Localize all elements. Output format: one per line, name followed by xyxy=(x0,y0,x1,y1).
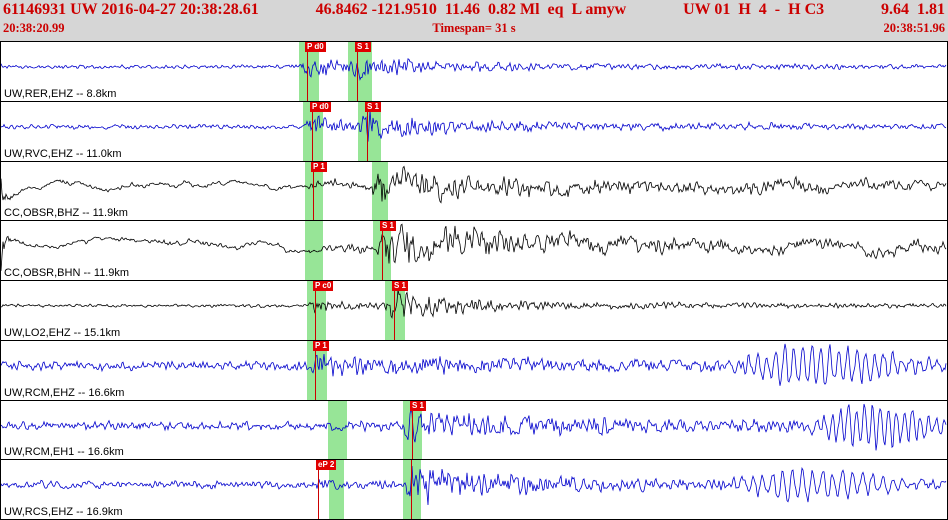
waveform xyxy=(1,165,947,204)
trace-panel-lo2-ehz[interactable]: UW,LO2,EHZ -- 15.1km P c0 S 1 xyxy=(1,281,947,341)
waveform xyxy=(1,403,947,450)
trace-panel-rcs-ehz[interactable]: UW,RCS,EHZ -- 16.9km eP 2 xyxy=(1,460,947,519)
pick-time-line xyxy=(318,460,319,519)
trace-panel-obsr-bhn[interactable]: CC,OBSR,BHN -- 11.9km S 1 xyxy=(1,221,947,281)
phase-pick-flag[interactable]: P d0 xyxy=(305,42,326,52)
trace-panel-rvc-ehz[interactable]: UW,RVC,EHZ -- 11.0km P d0 S 1 xyxy=(1,101,947,162)
hypocenter-magnitude: 46.8462 -121.9510 11.46 0.82 Ml eq L amy… xyxy=(315,1,627,18)
trace-label: CC,OBSR,BHN -- 11.9km xyxy=(4,267,130,279)
pick-time-line xyxy=(357,42,358,101)
waveform xyxy=(1,289,947,319)
trace-panel-rcm-eh1[interactable]: UW,RCM,EH1 -- 16.6km S 1 xyxy=(1,400,947,461)
window-end-time: 20:38:51.96 xyxy=(883,21,945,35)
time-axis-line: 20:38:20.99 Timespan= 31 s 20:38:51.96 xyxy=(0,19,948,36)
phase-pick-flag[interactable]: S 1 xyxy=(392,281,409,291)
pick-uncertainty-window[interactable] xyxy=(403,460,421,519)
trace-label: UW,RCM,EH1 -- 16.6km xyxy=(4,446,124,459)
quality-values: 9.64 1.81 xyxy=(881,1,945,18)
source-flags: UW 01 H 4 - H C3 xyxy=(683,1,825,18)
phase-pick-flag[interactable]: eP 2 xyxy=(316,460,337,471)
waveform xyxy=(1,58,947,81)
trace-label: UW,LO2,EHZ -- 15.1km xyxy=(4,326,121,339)
trace-label: UW,RCS,EHZ -- 16.9km xyxy=(4,506,123,518)
phase-pick-flag[interactable]: P 1 xyxy=(311,161,327,172)
pick-time-line xyxy=(315,281,316,340)
pick-uncertainty-window[interactable] xyxy=(299,42,319,101)
trace-label: UW,RER,EHZ -- 8.8km xyxy=(4,87,117,100)
phase-pick-flag[interactable]: S 1 xyxy=(410,400,427,411)
waveform xyxy=(1,109,947,142)
pick-uncertainty-window[interactable] xyxy=(358,101,381,161)
pick-time-line xyxy=(312,101,313,161)
phase-pick-flag[interactable]: S 1 xyxy=(355,42,372,52)
trace-label: CC,OBSR,BHZ -- 11.9km xyxy=(4,207,128,220)
pick-time-line xyxy=(315,340,316,400)
pick-time-line xyxy=(382,221,383,280)
pick-uncertainty-window[interactable] xyxy=(372,161,388,221)
phase-pick-flag[interactable]: S 1 xyxy=(380,221,397,232)
pick-uncertainty-window[interactable] xyxy=(307,340,327,400)
trace-label: UW,RCM,EHZ -- 16.6km xyxy=(4,386,125,399)
pick-time-line xyxy=(313,161,314,221)
timespan-label: Timespan= 31 s xyxy=(432,21,516,35)
trace-panel-obsr-bhz[interactable]: CC,OBSR,BHZ -- 11.9km P 1 xyxy=(1,161,947,222)
waveform xyxy=(1,223,947,272)
pick-uncertainty-window[interactable] xyxy=(305,161,323,221)
pick-time-line xyxy=(411,460,412,519)
pick-time-line xyxy=(412,400,413,460)
trace-panel-rer-ehz[interactable]: UW,RER,EHZ -- 8.8km P d0 S 1 xyxy=(1,42,947,102)
pick-time-line xyxy=(367,101,368,161)
event-id-time: 61146931 UW 2016-04-27 20:38:28.61 xyxy=(3,1,259,18)
event-summary-line: 61146931 UW 2016-04-27 20:38:28.61 46.84… xyxy=(0,0,948,19)
trace-label: UW,RVC,EHZ -- 11.0km xyxy=(4,147,122,160)
phase-pick-flag[interactable]: P 1 xyxy=(313,340,329,351)
phase-pick-flag[interactable]: P c0 xyxy=(313,281,334,291)
trace-stack: UW,RER,EHZ -- 8.8km P d0 S 1 UW,RVC,EHZ -… xyxy=(0,41,948,520)
pick-time-line xyxy=(394,281,395,340)
pick-time-line xyxy=(307,42,308,101)
pick-uncertainty-window[interactable] xyxy=(328,400,347,460)
phase-pick-flag[interactable]: P d0 xyxy=(310,101,331,112)
phase-pick-flag[interactable]: S 1 xyxy=(365,101,382,112)
header: 61146931 UW 2016-04-27 20:38:28.61 46.84… xyxy=(0,0,948,41)
trace-panel-rcm-ehz[interactable]: UW,RCM,EHZ -- 16.6km P 1 xyxy=(1,340,947,401)
pick-uncertainty-window[interactable] xyxy=(307,281,326,340)
waveform xyxy=(1,343,947,386)
waveform xyxy=(1,466,947,506)
window-start-time: 20:38:20.99 xyxy=(3,21,65,35)
